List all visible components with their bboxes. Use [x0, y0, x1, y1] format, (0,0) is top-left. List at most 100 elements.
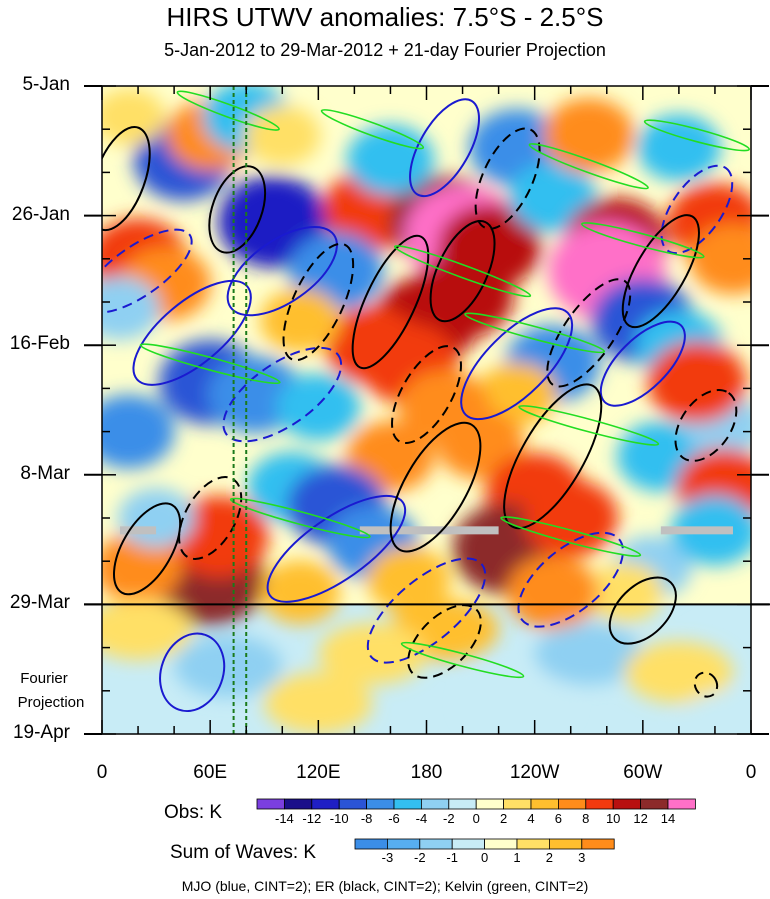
y-tick-label: 29-Mar [9, 592, 70, 614]
projection-region [102, 598, 193, 660]
contour-er-negative [546, 278, 632, 388]
obs-colorbar-tick-label: -6 [388, 811, 400, 826]
anomaly-region [366, 546, 451, 614]
anomaly-region [102, 276, 161, 340]
obs-colorbar-swatch [338, 798, 368, 810]
obs-colorbar-tick-label: 2 [499, 811, 508, 826]
x-tick-label: 180 [410, 762, 443, 783]
contour-mjo-negative [222, 346, 343, 443]
x-axis [101, 86, 752, 734]
contour-er-positive [429, 220, 496, 323]
waves-colorbar-swatch [354, 838, 388, 850]
obs-colorbar-swatch [393, 798, 422, 810]
obs-colorbar-swatch [612, 798, 642, 810]
waves-colorbar-tick-label: -3 [381, 850, 394, 865]
obs-colorbar-tick-label: -12 [302, 811, 322, 826]
contour-mjo-positive [132, 279, 252, 386]
anomaly-region [506, 555, 599, 630]
anomaly-region [476, 362, 557, 427]
contour-mjo-positive [159, 632, 226, 713]
contour-kelvin-positive [581, 222, 705, 259]
contour-kelvin-positive [500, 516, 642, 557]
obs-colorbar-tick-label: -2 [443, 811, 455, 826]
projection-label-line2: Projection [17, 694, 85, 711]
contour-mjo-positive [266, 494, 407, 603]
obs-colorbar-swatch [448, 798, 477, 810]
waves-colorbar-tick-label: -2 [414, 850, 426, 865]
contour-mjo-negative [102, 228, 193, 314]
obs-colorbar-swatch [256, 798, 285, 810]
anomaly-region [346, 421, 435, 492]
contour-er-positive [208, 165, 267, 254]
anomaly-region [586, 562, 664, 623]
anomaly-region [543, 98, 635, 173]
waves-colorbar-swatch [484, 838, 518, 850]
contour-mjo-positive [409, 98, 480, 198]
y-tick-label: 26-Jan [11, 203, 70, 225]
x-tick-label: 120W [509, 762, 560, 783]
anomaly-region [647, 341, 747, 423]
obs-colorbar-swatch [283, 798, 313, 810]
contour-er-positive [351, 234, 430, 370]
anomaly-region [102, 532, 182, 603]
waves-colorbar-tick-label: -1 [446, 850, 458, 865]
contour-mjo-positive [226, 225, 338, 317]
obs-colorbar-swatch [420, 798, 450, 810]
waves-colorbar-swatch [419, 838, 453, 850]
obs-colorbar-tick-label: 0 [472, 811, 480, 826]
contour-er-negative [474, 127, 541, 230]
waves-colorbar-swatch [516, 838, 550, 850]
obs-colorbar-swatch [475, 798, 505, 810]
waves-colorbar-tick-label: 2 [545, 850, 553, 865]
obs-colorbar-swatch [530, 798, 559, 810]
projection-label-line1: Fourier [20, 670, 68, 687]
obs-colorbar-tick-label: -10 [329, 811, 349, 826]
contour-kelvin-positive [518, 405, 660, 446]
plot-area [102, 86, 751, 734]
contour-er-positive [112, 502, 182, 596]
obs-colorbar-swatch [558, 798, 587, 810]
contour-er-positive [503, 383, 603, 530]
y-tick-label: 19-Apr [12, 722, 70, 743]
waves-colorbar-tick-label: 0 [480, 850, 489, 865]
obs-colorbar-tick-label: -8 [360, 811, 373, 826]
obs-colorbar-swatch [503, 798, 532, 810]
y-axis [84, 85, 769, 735]
waves-colorbar-swatch [581, 838, 615, 850]
wave-contours [102, 90, 750, 713]
waves-colorbar-tick-label: 1 [513, 850, 521, 865]
contour-er-negative [693, 671, 719, 698]
obs-colorbar-label: Obs: K [164, 802, 223, 823]
contour-er-negative [282, 242, 355, 362]
contour-er-negative [674, 388, 738, 462]
obs-colorbar-tick-label: -14 [274, 811, 294, 826]
missing-data-segment [359, 526, 499, 535]
contour-kelvin-positive [528, 143, 649, 190]
x-tick-label: 60E [193, 762, 228, 783]
contour-mjo-positive [460, 307, 574, 421]
projection-region [678, 690, 751, 734]
waves-colorbar-tick-label: 3 [578, 850, 586, 865]
anomaly-region [508, 161, 597, 233]
chart-title: HIRS UTWV anomalies: 7.5°S - 2.5°S [166, 2, 604, 32]
contour-kelvin-positive [393, 245, 532, 298]
contour-er-negative [391, 345, 462, 445]
longitude-markers [232, 86, 248, 734]
x-tick-label: 0 [745, 762, 757, 783]
waves-colorbar-swatch [549, 838, 583, 850]
anomaly-region [276, 373, 361, 441]
contour-mjo-negative [517, 531, 624, 628]
obs-colorbar [256, 798, 696, 810]
contour-kelvin-positive [229, 497, 371, 539]
projection-region [174, 635, 283, 697]
waves-colorbar-swatch [386, 838, 421, 850]
obs-colorbar-tick-label: 4 [527, 811, 535, 826]
obs-colorbar-swatch [640, 798, 669, 810]
anomaly-region [260, 560, 341, 624]
wave-legend-footer: MJO (blue, CINT=2); ER (black, CINT=2); … [181, 878, 589, 894]
contour-er-positive [621, 214, 700, 329]
anomaly-region [243, 105, 321, 166]
anomaly-region [689, 223, 751, 295]
projection-region [264, 672, 373, 734]
